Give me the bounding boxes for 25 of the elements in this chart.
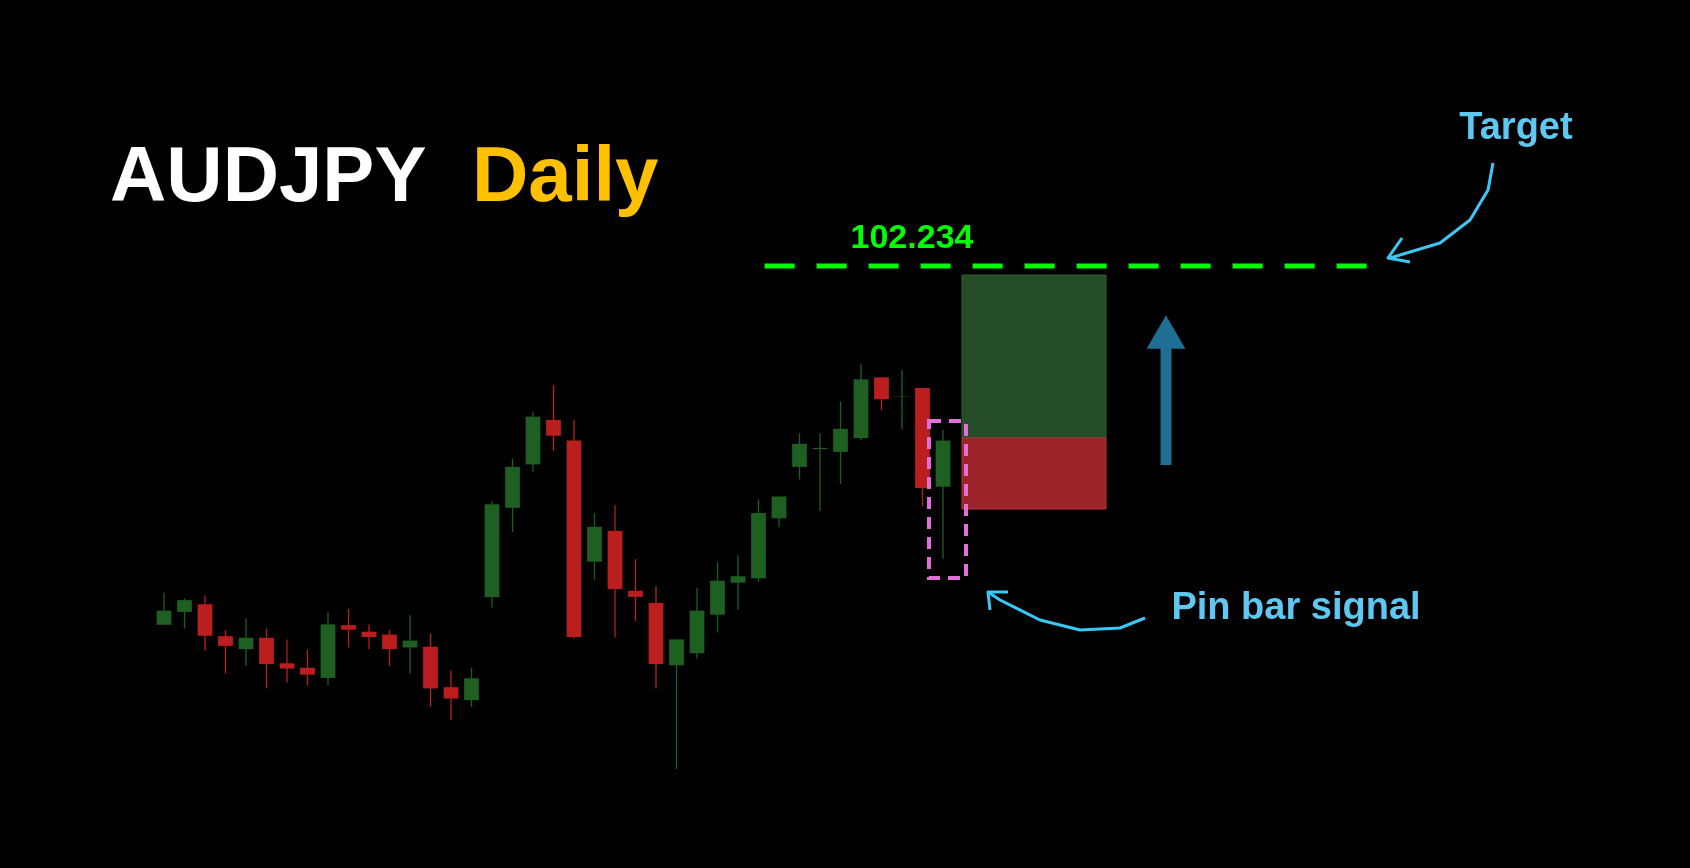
candlestick: [730, 554, 746, 611]
text: Pin bar signal: [1171, 585, 1421, 627]
candlestick: [279, 638, 295, 683]
candlestick: [792, 432, 807, 481]
candlestick: [156, 592, 172, 626]
candlestick: [546, 384, 561, 452]
chart-title: AUDJPY: [110, 130, 427, 218]
candlestick: [443, 669, 459, 721]
text: Target: [1459, 105, 1573, 147]
candlestick: [300, 649, 315, 687]
candlestick: [177, 597, 192, 630]
candlestick: [402, 614, 418, 675]
candlestick: [341, 608, 356, 649]
candlestick: [382, 629, 397, 667]
candlestick: [218, 629, 233, 675]
candlestick: [874, 376, 889, 411]
text: 102.234: [850, 217, 974, 255]
candlestick: [361, 623, 377, 650]
candlestick: [238, 617, 254, 667]
chart-subtitle: Daily: [472, 130, 659, 218]
candlestick: [464, 667, 479, 708]
candlestick: [771, 495, 787, 528]
candlestick: [894, 369, 910, 430]
candlestick: [833, 401, 848, 485]
candlestick: [628, 558, 643, 622]
